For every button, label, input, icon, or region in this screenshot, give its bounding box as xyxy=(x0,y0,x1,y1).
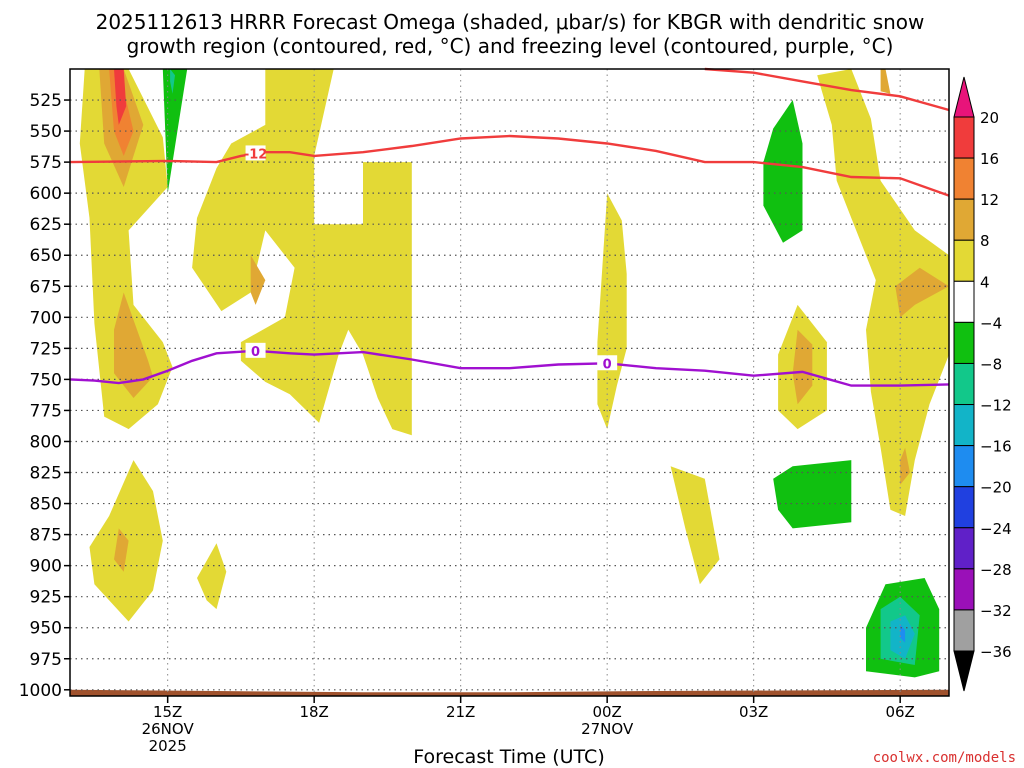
y-tick-label-850: 850 xyxy=(30,495,62,515)
colorbar-bin-10 xyxy=(953,527,975,570)
colorbar-label-2: 12 xyxy=(980,191,999,209)
colorbar-label-8: −16 xyxy=(980,438,1012,456)
omega-region-11 xyxy=(114,528,129,572)
colorbar-bin-4 xyxy=(953,280,975,323)
omega-region-5 xyxy=(670,466,720,585)
colorbar-bin-1 xyxy=(953,157,975,200)
omega-region-10 xyxy=(250,255,266,305)
omega-region-9 xyxy=(114,292,153,398)
x-tick-sublabel-00Z-0: 27NOV xyxy=(581,720,634,738)
y-tick-label-1000: 1000 xyxy=(19,681,62,701)
colorbar-label-9: −20 xyxy=(980,479,1012,497)
colorbar-bin-2 xyxy=(953,198,975,241)
colorbar: 20 16 12 8 4 −4 −8 −12 −16 −20 −24 −28 −32 −36 xyxy=(953,76,1012,692)
colorbar-bin-0 xyxy=(953,116,975,159)
contour-label-2-1: 0 xyxy=(603,357,612,372)
colorbar-bin-5 xyxy=(953,321,975,364)
y-tick-label-800: 800 xyxy=(30,432,62,452)
contour-label-bg-0-0 xyxy=(245,145,266,161)
colorbar-bin-12 xyxy=(953,609,975,652)
colorbar-label-13: −36 xyxy=(980,643,1012,661)
omega-region-16 xyxy=(114,69,127,125)
contour-lines: -12 0 0 xyxy=(69,67,950,387)
omega-region-19 xyxy=(170,69,175,94)
x-axis-label: Forecast Time (UTC) xyxy=(413,746,604,768)
omega-region-7 xyxy=(817,69,949,516)
y-axis: 525 550 575 600 625 650 675 700 725 750 775 800 825 8… xyxy=(19,91,70,701)
plot-frame xyxy=(69,68,950,697)
x-tick-label-15Z: 15Z xyxy=(153,703,182,721)
omega-region-17 xyxy=(880,69,891,94)
colorbar-label-10: −24 xyxy=(980,520,1012,538)
credit-text: coolwx.com/models xyxy=(873,750,1016,766)
y-tick-label-725: 725 xyxy=(30,339,62,359)
colorbar-bin-11 xyxy=(953,568,975,611)
y-tick-label-825: 825 xyxy=(30,464,62,484)
colorbar-under-triangle xyxy=(953,650,975,692)
chart-title-line1: 2025112613 HRRR Forecast Omega (shaded, … xyxy=(96,10,925,34)
colorbar-label-6: −8 xyxy=(980,355,1002,373)
x-tick-label-21Z: 21Z xyxy=(446,703,475,721)
colorbar-label-1: 16 xyxy=(980,150,999,168)
y-tick-label-550: 550 xyxy=(30,122,62,142)
omega-region-1 xyxy=(192,69,412,436)
omega-region-21 xyxy=(773,460,852,529)
colorbar-label-7: −12 xyxy=(980,397,1012,415)
y-tick-label-775: 775 xyxy=(30,401,62,421)
contour-label-bg-2-1 xyxy=(597,355,618,371)
contour-line-1 xyxy=(704,67,950,112)
chart-title-line2: growth region (contoured, red, °C) and f… xyxy=(127,34,894,58)
y-tick-label-950: 950 xyxy=(30,619,62,639)
x-tick-label-00Z: 00Z xyxy=(592,703,621,721)
omega-region-13 xyxy=(895,267,949,318)
y-tick-label-650: 650 xyxy=(30,246,62,266)
contour-label-bg-2-0 xyxy=(245,342,266,358)
x-tick-sublabel-15Z-0: 26NOV xyxy=(142,720,195,738)
colorbar-label-0: 20 xyxy=(980,109,999,127)
y-tick-label-900: 900 xyxy=(30,557,62,577)
grid-lines xyxy=(70,69,949,696)
x-tick-label-06Z: 06Z xyxy=(885,703,914,721)
contour-label-0-0: -12 xyxy=(244,147,268,162)
x-tick-sublabel-15Z-1: 2025 xyxy=(149,737,187,755)
colorbar-label-11: −28 xyxy=(980,561,1012,579)
colorbar-over-triangle xyxy=(953,76,975,118)
y-tick-label-925: 925 xyxy=(30,588,62,608)
colorbar-bin-9 xyxy=(953,486,975,529)
y-tick-label-625: 625 xyxy=(30,215,62,235)
x-tick-label-18Z: 18Z xyxy=(299,703,328,721)
y-tick-label-750: 750 xyxy=(30,370,62,390)
colorbar-bin-7 xyxy=(953,404,975,447)
omega-shading xyxy=(79,69,949,678)
colorbar-label-4: 4 xyxy=(980,273,990,291)
y-tick-label-525: 525 xyxy=(30,91,62,111)
omega-region-4 xyxy=(597,193,627,430)
y-tick-label-675: 675 xyxy=(30,277,62,297)
y-tick-label-975: 975 xyxy=(30,650,62,670)
omega-region-20 xyxy=(763,100,803,243)
y-tick-label-875: 875 xyxy=(30,526,62,546)
colorbar-label-5: −4 xyxy=(980,314,1002,332)
terrain-fill xyxy=(70,689,949,696)
contour-line-0 xyxy=(69,134,950,197)
colorbar-bin-6 xyxy=(953,362,975,406)
omega-region-0 xyxy=(79,69,173,430)
colorbar-bin-8 xyxy=(953,445,975,488)
colorbar-label-3: 8 xyxy=(980,232,990,250)
y-tick-label-700: 700 xyxy=(30,308,62,328)
contour-label-2-0: 0 xyxy=(251,345,260,360)
y-tick-label-600: 600 xyxy=(30,184,62,204)
omega-region-25 xyxy=(900,624,906,643)
x-tick-label-03Z: 03Z xyxy=(739,703,768,721)
contour-line-2 xyxy=(69,349,950,387)
omega-region-14 xyxy=(900,447,910,485)
colorbar-label-12: −32 xyxy=(980,602,1012,620)
terrain-surface xyxy=(70,689,949,696)
colorbar-bin-3 xyxy=(953,239,975,282)
y-tick-label-575: 575 xyxy=(30,153,62,173)
omega-region-3 xyxy=(197,543,227,610)
